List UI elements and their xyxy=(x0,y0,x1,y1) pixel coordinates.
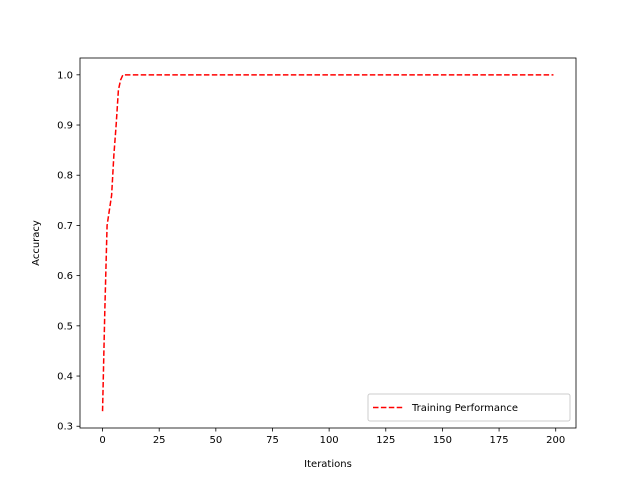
series-layer xyxy=(101,74,554,412)
x-tick-label: 200 xyxy=(546,435,565,446)
legend-box xyxy=(367,393,571,422)
legend: Training Performance xyxy=(367,393,571,422)
y-tick-label: 0.3 xyxy=(57,422,73,433)
y-tick-label: 0.5 xyxy=(57,321,73,332)
plot-frame xyxy=(79,57,577,429)
x-tick-label: 75 xyxy=(266,435,279,446)
legend-label: Training Performance xyxy=(411,403,518,414)
y-tick-label: 0.7 xyxy=(57,221,73,232)
x-axis-title: Iterations xyxy=(304,459,352,470)
y-tick-label: 0.6 xyxy=(57,271,73,282)
x-tick-label: 50 xyxy=(209,435,222,446)
x-tick-label: 175 xyxy=(490,435,509,446)
y-tick-label: 0.4 xyxy=(57,372,73,383)
x-axis-ticks: 0 25 50 75 100 125 150 175 200 xyxy=(99,428,565,446)
y-axis-title: Accuracy xyxy=(31,220,42,266)
y-tick-label: 1.0 xyxy=(57,70,73,81)
x-tick-label: 150 xyxy=(433,435,452,446)
y-tick-label: 0.8 xyxy=(57,171,73,182)
y-tick-label: 0.9 xyxy=(57,121,73,132)
y-axis-ticks: 0.3 0.4 0.5 0.6 0.7 0.8 0.9 1.0 xyxy=(57,70,80,433)
series-line-training-performance xyxy=(101,74,554,412)
x-tick-label: 25 xyxy=(153,435,166,446)
x-tick-label: 0 xyxy=(99,435,105,446)
x-tick-label: 125 xyxy=(376,435,395,446)
x-tick-label: 100 xyxy=(320,435,339,446)
